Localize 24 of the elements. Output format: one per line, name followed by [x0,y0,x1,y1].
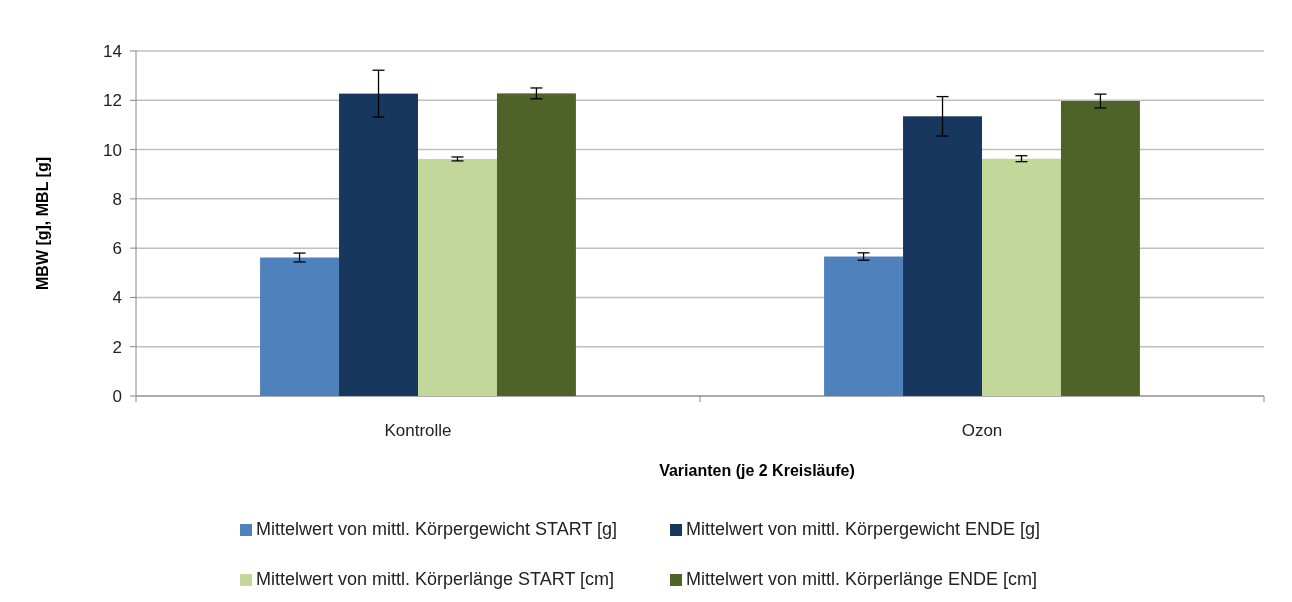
bar [496,93,576,396]
y-axis-title: MBW [g], MBL [g] [34,157,51,290]
legend-label: Mittelwert von mittl. Körpergewicht ENDE [g] [686,519,1041,539]
y-tick-label: 8 [112,189,122,209]
legend-label: Mittelwert von mittl. Körperlänge ENDE [cm] [686,569,1038,589]
y-tick-label: 10 [103,140,122,160]
x-axis-title: Varianten (je 2 Kreisläufe) [659,462,855,479]
bar [982,158,1061,396]
y-tick-label: 14 [103,41,122,61]
bar [903,116,982,396]
bar [418,158,497,396]
y-tick-label: 2 [112,337,122,357]
bar [339,93,418,396]
y-tick-label: 4 [112,288,122,308]
y-tick-label: 6 [112,239,122,259]
y-tick-label: 0 [112,386,122,406]
y-tick-label: 12 [103,91,122,111]
bar [824,256,904,396]
legend-label: Mittelwert von mittl. Körperlänge START [cm] [256,569,615,589]
bar [260,257,340,396]
x-tick-label: Kontrolle [384,421,452,440]
legend-label: Mittelwert von mittl. Körpergewicht START [g] [256,519,618,539]
bar [1060,101,1140,396]
x-tick-label: Ozon [961,421,1003,440]
